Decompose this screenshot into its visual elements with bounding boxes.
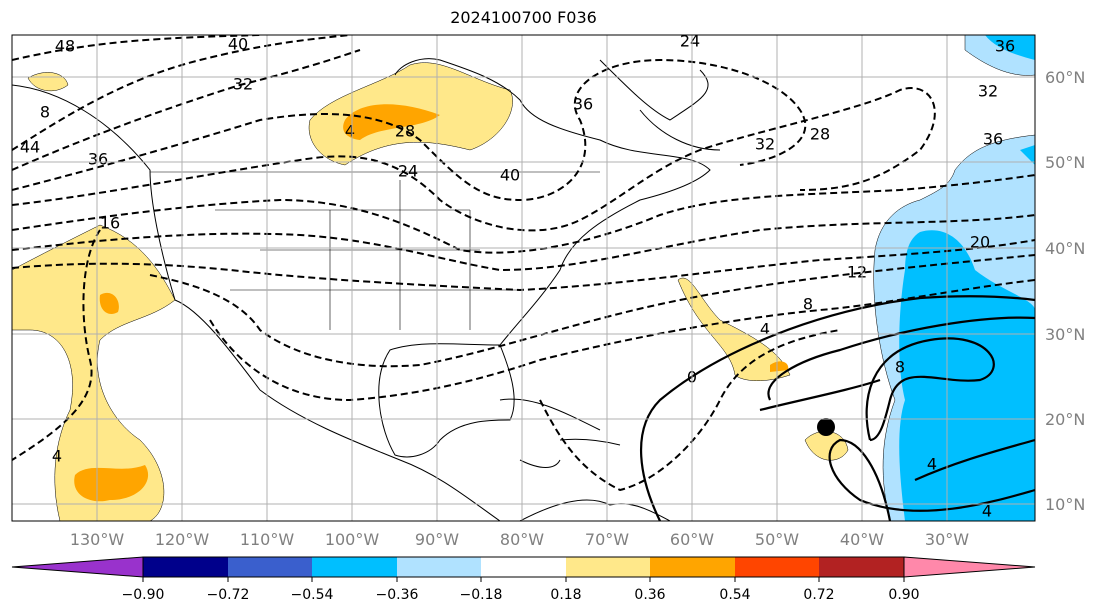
colorbar-tick-label: 0.90 (888, 587, 919, 603)
contour-label: 44 (20, 138, 40, 157)
storm-marker (817, 418, 835, 436)
colorbar-tick-label: −0.90 (122, 587, 165, 603)
contour-label: 32 (978, 82, 998, 101)
lon-label: 30°W (925, 530, 969, 549)
colorbar-tick-label: 0.72 (803, 587, 834, 603)
contour-label: 4 (982, 502, 992, 521)
colorbar-segment (566, 557, 650, 577)
contours-solid (640, 295, 1035, 521)
contour-label: 40 (500, 166, 520, 185)
contour-label: 12 (847, 263, 867, 282)
contour-label: 8 (40, 103, 50, 122)
contour-label: 4 (345, 122, 355, 141)
colorbar-extend-high (903, 556, 1036, 578)
coastlines (12, 58, 721, 521)
contour-label: 36 (995, 37, 1015, 56)
lat-label: 20°N (1045, 410, 1085, 429)
contour-label: 24 (398, 162, 418, 181)
map-frame (11, 34, 1036, 522)
contour-label: 4 (927, 455, 937, 474)
contour-label: 40 (228, 35, 248, 54)
colorbar-extend-low (11, 556, 144, 578)
contour-label: 4 (52, 447, 62, 466)
colorbar-tick-label: 0.18 (550, 587, 581, 603)
lon-label: 100°W (325, 530, 380, 549)
lon-label: 130°W (70, 530, 125, 549)
colorbar-tick-label: −0.18 (460, 587, 503, 603)
lon-label: 80°W (500, 530, 544, 549)
lat-label: 60°N (1045, 68, 1085, 87)
colorbar-segment (143, 557, 228, 577)
gridlines (12, 35, 1035, 521)
contour-label: 20 (970, 233, 990, 252)
contour-label: 24 (680, 32, 700, 51)
lon-label: 60°W (670, 530, 714, 549)
colorbar-segment (819, 557, 904, 577)
contour-label: 36 (983, 130, 1003, 149)
lat-label: 10°N (1045, 495, 1085, 514)
lat-label: 50°N (1045, 153, 1085, 172)
contour-label: 8 (803, 295, 813, 314)
lat-label: 30°N (1045, 325, 1085, 344)
contour-label: 36 (88, 150, 108, 169)
colorbar-tick-label: −0.36 (376, 587, 419, 603)
lat-label: 40°N (1045, 239, 1085, 258)
colorbar-segment (228, 557, 312, 577)
contour-label: 28 (395, 122, 415, 141)
contour-label: 8 (895, 358, 905, 377)
contour-label: 16 (100, 214, 120, 233)
colorbar-segment (481, 557, 566, 577)
colorbar-tick-label: −0.72 (207, 587, 250, 603)
lon-label: 120°W (155, 530, 210, 549)
colorbar-segment (735, 557, 819, 577)
colorbar-tick-label: 0.54 (719, 587, 750, 603)
contour-label: 28 (810, 125, 830, 144)
contour-label: 32 (233, 75, 253, 94)
colorbar-segment (397, 557, 481, 577)
lon-label: 70°W (585, 530, 629, 549)
contours (12, 35, 1035, 492)
lon-label: 110°W (240, 530, 295, 549)
contour-label: 48 (55, 37, 75, 56)
map-title: 2024100700 F036 (450, 8, 597, 27)
contour-label: 4 (760, 320, 770, 339)
colorbar: −0.90 −0.72 −0.54 −0.36 −0.18 0.18 0.36 0.54 0.7… (11, 556, 1036, 603)
colorbar-segment (312, 557, 397, 577)
colorbar-tick-label: 0.36 (634, 587, 665, 603)
colorbar-segment (650, 557, 735, 577)
contour-label: 36 (573, 95, 593, 114)
contour-label: 32 (755, 135, 775, 154)
lon-label: 90°W (415, 530, 459, 549)
lon-label: 50°W (755, 530, 799, 549)
colorbar-tick-label: −0.54 (291, 587, 334, 603)
lon-label: 40°W (840, 530, 884, 549)
